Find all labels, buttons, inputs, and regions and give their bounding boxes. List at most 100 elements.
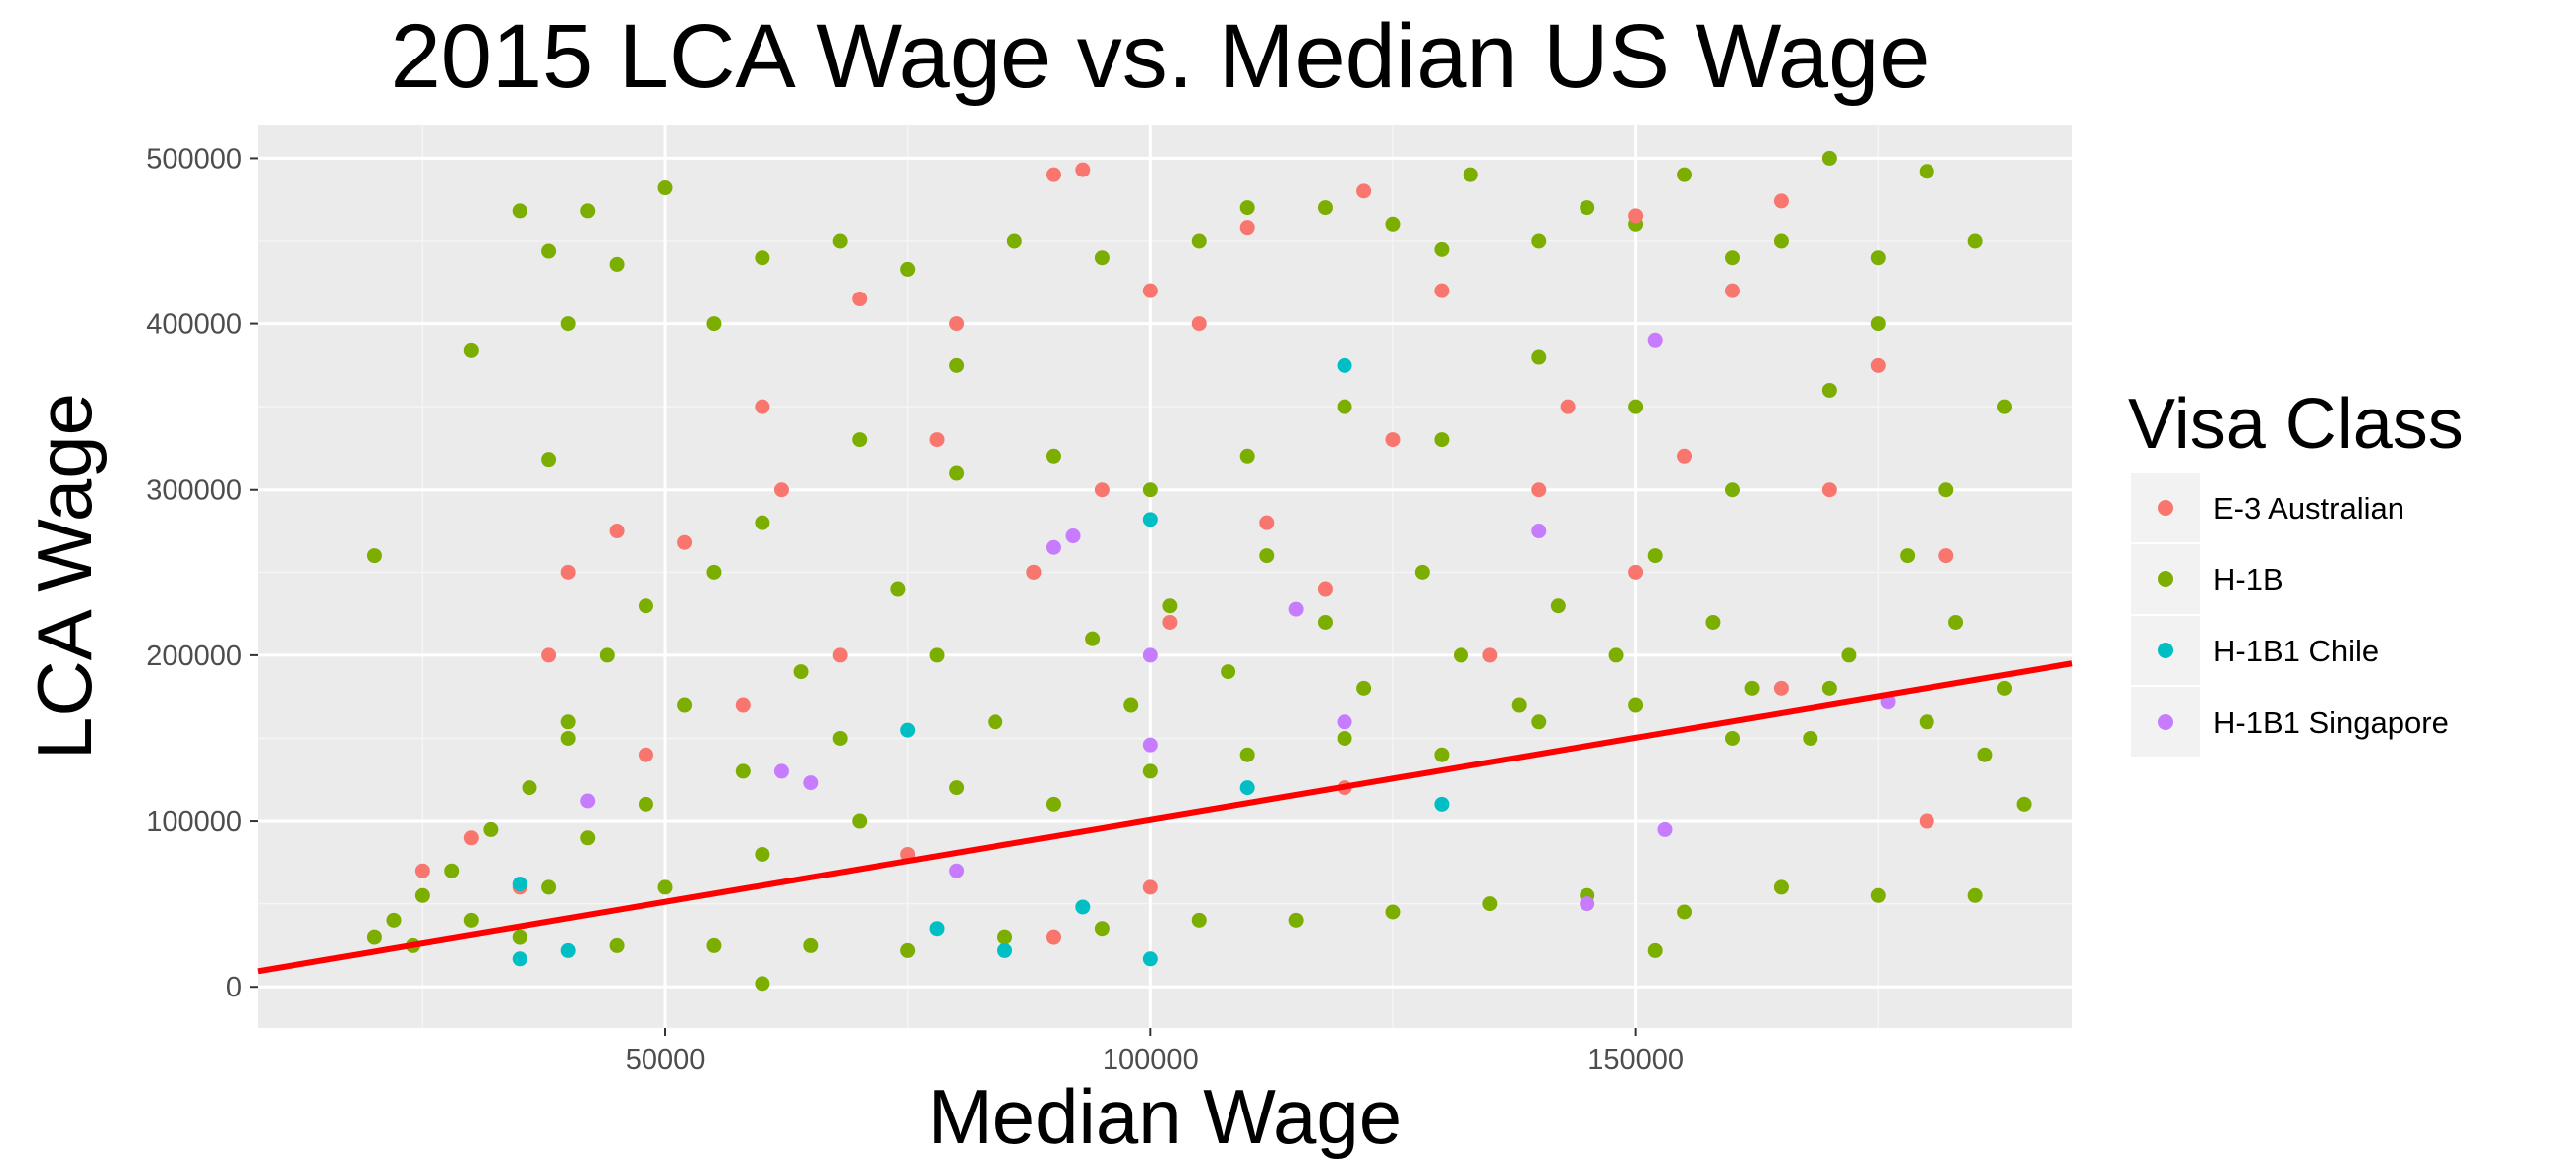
data-point	[1453, 647, 1468, 663]
data-point	[580, 793, 596, 809]
data-point	[1191, 912, 1207, 928]
legend-label: H-1B	[2213, 562, 2283, 597]
data-point	[1531, 349, 1547, 365]
data-point	[414, 887, 430, 903]
data-point	[1938, 482, 1954, 498]
x-tick-label: 50000	[626, 1044, 706, 1076]
data-point	[1647, 332, 1663, 348]
data-point	[677, 697, 693, 713]
data-point	[1967, 887, 1983, 903]
data-point	[793, 664, 809, 680]
data-point	[580, 830, 596, 846]
data-point	[1821, 382, 1837, 398]
data-point	[1628, 399, 1644, 414]
data-point	[1919, 164, 1934, 179]
data-point	[1870, 250, 1886, 266]
data-point	[949, 316, 965, 332]
data-point	[1045, 448, 1061, 464]
data-point	[1094, 921, 1110, 937]
data-point	[1580, 896, 1595, 912]
data-point	[541, 647, 557, 663]
data-point	[1967, 233, 1983, 249]
data-point	[1870, 357, 1886, 373]
data-point	[1191, 233, 1207, 249]
data-point	[541, 452, 557, 468]
data-point	[386, 912, 402, 928]
data-point	[1026, 564, 1042, 580]
data-point	[1356, 183, 1372, 199]
data-point	[580, 203, 596, 219]
legend-label: H-1B1 Singapore	[2213, 705, 2449, 740]
y-axis-ticks: 0 100000 200000 300000 400000 500000	[146, 143, 258, 1003]
data-point	[706, 316, 722, 332]
data-point	[1870, 316, 1886, 332]
y-tick-label: 100000	[146, 806, 242, 838]
data-point	[1628, 564, 1644, 580]
data-point	[755, 399, 770, 414]
data-point	[483, 821, 499, 837]
data-point	[832, 730, 848, 746]
data-point	[657, 180, 673, 196]
data-point	[900, 942, 916, 958]
data-point	[1385, 216, 1401, 232]
data-point	[832, 233, 848, 249]
data-point	[638, 747, 653, 762]
data-point	[638, 598, 653, 614]
data-point	[1337, 399, 1352, 414]
data-point	[1434, 241, 1450, 257]
y-tick-label: 200000	[146, 641, 242, 672]
data-point	[1045, 929, 1061, 945]
data-point	[1094, 482, 1110, 498]
data-point	[1317, 581, 1333, 597]
data-point	[1142, 763, 1158, 779]
major-gridlines	[258, 125, 2072, 1028]
data-point	[1773, 233, 1789, 249]
data-point	[929, 432, 945, 448]
legend-title: Visa Class	[2128, 385, 2464, 464]
data-point	[1647, 548, 1663, 564]
data-point	[1900, 548, 1916, 564]
data-point	[1045, 167, 1061, 182]
x-axis-title: Median Wage	[928, 1073, 1402, 1160]
data-point	[560, 316, 576, 332]
data-point	[1239, 448, 1255, 464]
data-point	[1239, 747, 1255, 762]
data-point	[1434, 283, 1450, 298]
data-point	[677, 534, 693, 550]
data-point	[1288, 912, 1304, 928]
data-point	[463, 912, 479, 928]
data-point	[1821, 482, 1837, 498]
data-points	[366, 150, 2032, 992]
data-point	[803, 937, 819, 953]
data-point	[1580, 200, 1595, 216]
data-point	[949, 780, 965, 796]
data-point	[949, 863, 965, 878]
data-point	[1337, 357, 1352, 373]
data-point	[414, 863, 430, 878]
data-point	[929, 921, 945, 937]
data-point	[1948, 614, 1964, 630]
data-point	[1337, 730, 1352, 746]
data-point	[1773, 879, 1789, 895]
chart-title: 2015 LCA Wage vs. Median US Wage	[391, 6, 1931, 107]
data-point	[803, 775, 819, 791]
data-point	[512, 929, 527, 945]
data-point	[512, 203, 527, 219]
data-point	[832, 647, 848, 663]
data-point	[1677, 448, 1693, 464]
data-point	[1162, 614, 1178, 630]
data-point	[1434, 747, 1450, 762]
data-point	[852, 813, 868, 829]
y-tick-label: 500000	[146, 143, 242, 175]
data-point	[1259, 548, 1275, 564]
data-point	[755, 846, 770, 862]
data-point	[1317, 200, 1333, 216]
data-point	[929, 647, 945, 663]
data-point	[1938, 548, 1954, 564]
data-point	[1677, 904, 1693, 920]
data-point	[463, 830, 479, 846]
data-point	[1482, 896, 1498, 912]
data-point	[1677, 167, 1693, 182]
data-point	[1094, 250, 1110, 266]
data-point	[1531, 233, 1547, 249]
